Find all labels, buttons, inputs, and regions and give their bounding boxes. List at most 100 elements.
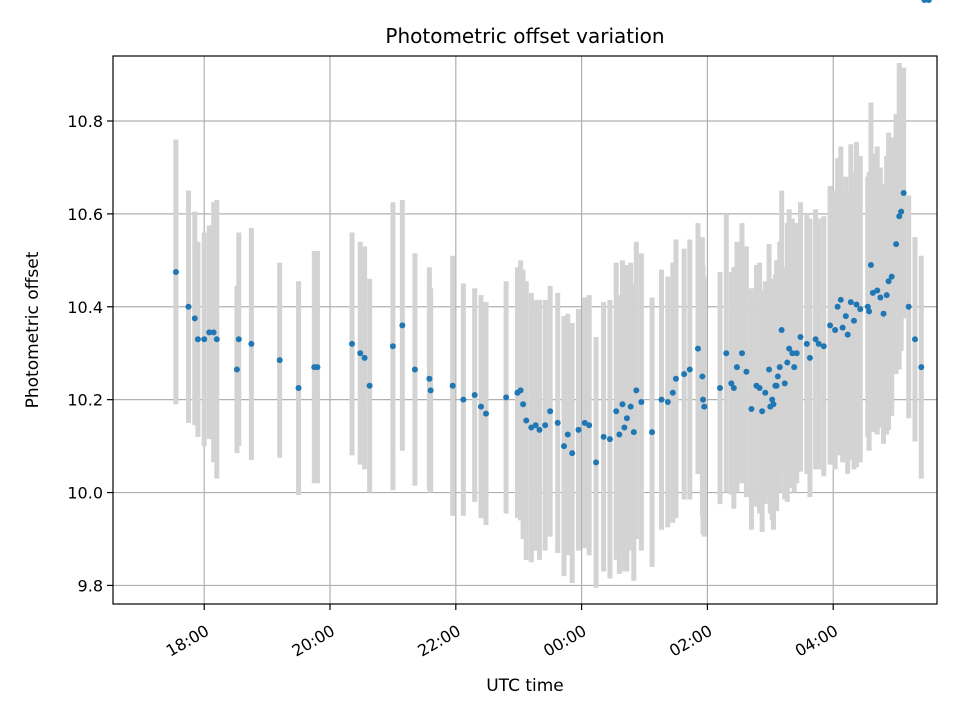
data-point: [844, 331, 851, 338]
data-point: [664, 398, 671, 405]
data-point: [803, 340, 810, 347]
data-point: [191, 315, 198, 322]
data-point: [850, 317, 857, 324]
data-point: [883, 292, 890, 299]
y-tick-label: 10.6: [67, 205, 103, 224]
data-point: [669, 389, 676, 396]
data-point: [733, 364, 740, 371]
data-point: [686, 366, 693, 373]
data-point: [581, 419, 588, 426]
data-point: [759, 408, 766, 415]
data-point: [898, 208, 905, 215]
data-point: [575, 426, 582, 433]
data-point: [756, 385, 763, 392]
data-point: [773, 382, 780, 389]
data-point: [619, 401, 626, 408]
data-point: [791, 364, 798, 371]
data-point: [918, 364, 925, 371]
data-point: [185, 303, 192, 310]
chart-title: Photometric offset variation: [385, 24, 664, 48]
data-point: [766, 366, 773, 373]
data-point: [528, 424, 535, 431]
data-point: [295, 385, 302, 392]
data-point: [786, 345, 793, 352]
data-point: [411, 366, 418, 373]
data-point: [716, 385, 723, 392]
data-point: [770, 401, 777, 408]
data-point: [613, 408, 620, 415]
y-tick-label: 10.4: [67, 298, 103, 317]
data-point: [880, 310, 887, 317]
data-point: [658, 396, 665, 403]
data-point: [633, 387, 640, 394]
data-point: [606, 436, 613, 443]
data-point: [789, 350, 796, 357]
data-point: [627, 403, 634, 410]
data-points: [172, 0, 932, 466]
data-point: [888, 273, 895, 280]
data-point: [925, 0, 932, 3]
data-point: [781, 380, 788, 387]
data-point: [235, 336, 242, 343]
data-point: [547, 408, 554, 415]
data-point: [649, 429, 656, 436]
data-point: [460, 396, 467, 403]
data-point: [797, 333, 804, 340]
data-point: [739, 350, 746, 357]
data-point: [847, 299, 854, 306]
data-point: [769, 396, 776, 403]
data-point: [869, 289, 876, 296]
x-axis-label: UTC time: [486, 676, 564, 696]
data-point: [248, 340, 255, 347]
data-point: [885, 278, 892, 285]
data-point: [866, 308, 873, 315]
data-point: [827, 322, 834, 329]
data-point: [832, 327, 839, 333]
data-point: [842, 313, 849, 320]
data-point: [699, 373, 706, 380]
data-point: [586, 422, 593, 429]
y-axis-label: Photometric offset: [23, 251, 43, 408]
data-point: [503, 394, 510, 401]
data-point: [357, 350, 364, 357]
data-point: [905, 303, 912, 310]
data-point: [194, 336, 201, 343]
data-point: [569, 450, 576, 457]
data-point: [536, 426, 543, 433]
data-point: [900, 190, 907, 196]
data-point: [477, 403, 484, 410]
data-point: [542, 422, 549, 429]
data-point: [911, 336, 918, 343]
data-point: [206, 329, 213, 336]
data-point: [748, 405, 755, 412]
data-point: [681, 371, 688, 378]
data-point: [517, 387, 524, 394]
data-point: [820, 343, 827, 350]
data-point: [276, 357, 283, 364]
y-tick-label: 10.2: [67, 391, 103, 410]
data-point: [743, 368, 750, 375]
data-point: [593, 459, 600, 466]
data-point: [554, 419, 561, 426]
data-point: [723, 350, 730, 357]
data-point: [776, 364, 783, 371]
data-point: [389, 343, 396, 350]
data-point: [210, 329, 217, 336]
y-tick-label: 10.0: [67, 484, 103, 503]
data-point: [366, 382, 373, 389]
data-point: [532, 422, 539, 429]
data-point: [893, 241, 900, 248]
data-point: [564, 431, 571, 438]
data-point: [864, 303, 871, 310]
data-point: [701, 403, 708, 410]
data-point: [672, 375, 679, 382]
data-point: [314, 364, 321, 371]
data-point: [812, 336, 819, 343]
data-point: [600, 433, 607, 440]
data-point: [523, 417, 530, 424]
y-tick-label: 9.8: [78, 576, 103, 595]
data-point: [700, 396, 707, 403]
y-tick-label: 10.8: [67, 112, 103, 131]
